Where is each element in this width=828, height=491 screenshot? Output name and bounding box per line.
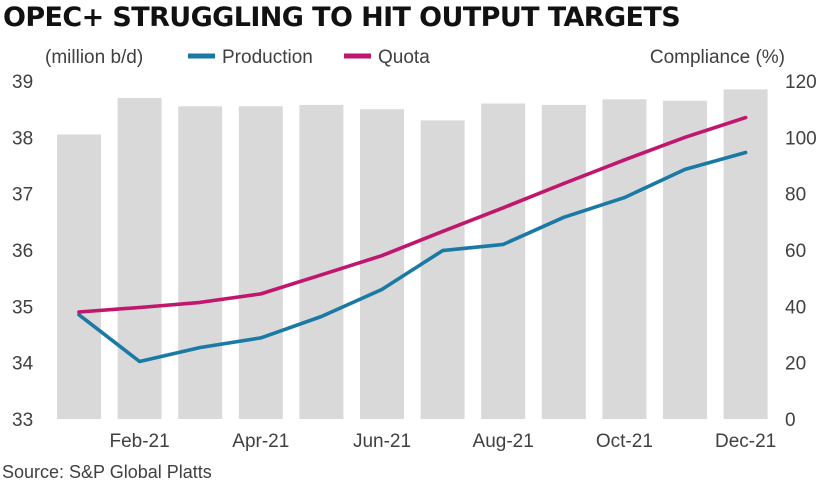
point-quota-sep-21	[562, 181, 566, 186]
right-tick-60: 60	[785, 241, 806, 262]
right-tick-20: 20	[785, 354, 806, 375]
bar-jan-21	[57, 134, 101, 419]
point-quota-apr-21	[259, 292, 263, 296]
point-production-jan-21	[77, 313, 81, 317]
point-quota-aug-21	[501, 206, 505, 210]
bar-jul-21	[420, 120, 465, 420]
point-production-dec-21	[744, 150, 748, 155]
series-line-quota	[77, 115, 748, 314]
left-tick-38: 38	[12, 128, 33, 149]
legend: Production Quota	[188, 47, 430, 68]
series-line-production	[77, 150, 748, 364]
x-tick-aug-21: Aug-21	[473, 431, 534, 452]
bars-layer	[57, 89, 768, 420]
point-production-may-21	[319, 314, 323, 319]
bar-mar-21	[178, 106, 223, 420]
x-tick-apr-21: Apr-21	[232, 431, 289, 452]
point-production-nov-21	[683, 167, 687, 171]
point-production-apr-21	[259, 336, 263, 340]
point-quota-mar-21	[198, 300, 202, 304]
right-axis-label: Compliance (%)	[650, 47, 785, 68]
left-axis-label: (million b/d)	[45, 47, 143, 68]
point-quota-dec-21	[744, 116, 748, 120]
right-axis-ticks: 0 20 40 60 80 100 120	[785, 72, 817, 431]
bar-aug-21	[481, 103, 526, 419]
right-tick-0: 0	[785, 410, 796, 431]
x-tick-dec-21: Dec-21	[715, 431, 776, 452]
point-quota-nov-21	[683, 135, 687, 139]
left-tick-35: 35	[12, 297, 33, 318]
point-quota-jun-21	[380, 254, 384, 258]
point-production-feb-21	[138, 359, 142, 364]
point-production-aug-21	[501, 242, 505, 246]
x-tick-feb-21: Feb-21	[109, 431, 169, 452]
point-production-oct-21	[622, 196, 627, 200]
point-quota-may-21	[319, 273, 323, 277]
point-production-jun-21	[380, 287, 384, 291]
bar-may-21	[299, 104, 344, 420]
source-note: Source: S&P Global Platts	[2, 462, 212, 482]
point-production-mar-21	[198, 345, 202, 350]
bar-sep-21	[541, 104, 586, 420]
left-axis-ticks: 33 34 35 36 37 38 39	[12, 72, 34, 431]
x-tick-oct-21: Oct-21	[596, 431, 653, 452]
bar-feb-21	[117, 97, 162, 420]
lines-layer	[77, 115, 748, 364]
point-quota-jul-21	[441, 229, 445, 233]
left-tick-34: 34	[12, 354, 34, 375]
right-tick-80: 80	[785, 185, 806, 206]
bar-oct-21	[602, 99, 647, 420]
chart-title: OPEC+ STRUGGLING TO HIT OUTPUT TARGETS	[3, 2, 681, 33]
x-axis-ticks: Feb-21 Apr-21 Jun-21 Aug-21 Oct-21 Dec-21	[109, 431, 776, 452]
legend-label-quota: Quota	[378, 47, 430, 68]
left-tick-37: 37	[12, 185, 33, 206]
bar-apr-21	[238, 106, 283, 420]
right-tick-120: 120	[785, 72, 817, 93]
bar-dec-21	[723, 89, 768, 420]
right-tick-40: 40	[785, 297, 806, 318]
point-quota-oct-21	[622, 158, 627, 162]
x-tick-jun-21: Jun-21	[353, 431, 411, 452]
bar-nov-21	[663, 100, 707, 419]
point-quota-jan-21	[77, 310, 81, 314]
point-quota-feb-21	[138, 305, 142, 310]
left-tick-36: 36	[12, 241, 33, 262]
left-tick-39: 39	[12, 72, 33, 93]
left-tick-33: 33	[12, 410, 33, 431]
right-tick-100: 100	[785, 128, 817, 149]
point-production-sep-21	[562, 215, 566, 219]
point-production-jul-21	[441, 249, 445, 253]
legend-label-production: Production	[222, 47, 313, 68]
bar-jun-21	[360, 109, 404, 419]
